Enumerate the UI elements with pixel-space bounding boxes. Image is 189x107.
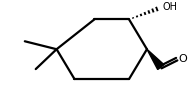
Polygon shape — [147, 49, 164, 70]
Text: OH: OH — [163, 1, 178, 12]
Text: O: O — [179, 54, 187, 64]
